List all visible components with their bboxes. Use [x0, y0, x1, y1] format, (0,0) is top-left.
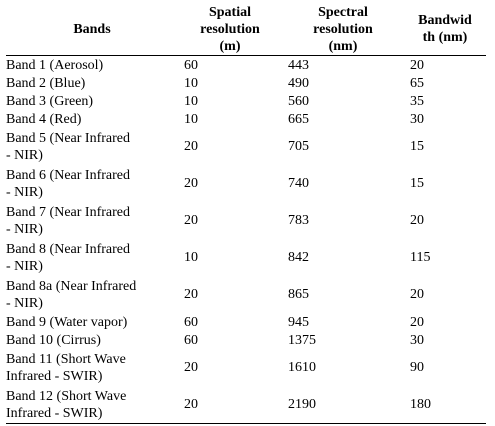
band-name-cell: Band 10 (Cirrus) — [6, 332, 101, 348]
table-row: Band 5 (Near Infrared - NIR) 20 705 15 — [6, 128, 486, 165]
spectral-resolution-cell: 842 — [288, 250, 309, 265]
spectral-resolution-cell: 740 — [288, 176, 309, 191]
bandwidth-cell: 20 — [410, 287, 424, 302]
spectral-resolution-cell: 665 — [288, 111, 309, 127]
band-name-cell: Band 6 (Near Infrared - NIR) — [6, 167, 130, 200]
table-row: Band 8 (Near Infrared - NIR) 10 842 115 — [6, 239, 486, 276]
band-name-cell: Band 7 (Near Infrared - NIR) — [6, 204, 130, 237]
spectral-resolution-cell: 945 — [288, 314, 309, 330]
header-bandwidth: Bandwid th (nm) — [404, 3, 486, 56]
spatial-resolution-cell: 60 — [184, 314, 198, 330]
spatial-resolution-cell: 60 — [184, 57, 198, 73]
spatial-resolution-cell: 20 — [184, 139, 198, 154]
bandwidth-cell: 30 — [410, 111, 424, 127]
spectral-resolution-cell: 2190 — [282, 386, 404, 424]
band-name-cell: Band 5 (Near Infrared - NIR) — [6, 130, 130, 163]
band-name-cell: Band 11 (Short Wave Infrared - SWIR) — [6, 351, 126, 384]
band-name-cell: Band 9 (Water vapor) — [6, 314, 128, 330]
table-row: Band 4 (Red) 10 665 30 — [6, 110, 486, 128]
band-name-cell: Band 3 (Green) — [6, 93, 94, 109]
bandwidth-cell: 15 — [410, 176, 424, 191]
spectral-resolution-cell: 705 — [288, 139, 309, 154]
band-name-cell: Band 2 (Blue) — [6, 75, 86, 91]
spatial-resolution-cell: 60 — [184, 332, 198, 348]
spectral-resolution-cell: 1375 — [288, 332, 316, 348]
band-name-cell: Band 8 (Near Infrared - NIR) — [6, 241, 130, 274]
bandwidth-cell: 115 — [410, 250, 431, 265]
band-name-cell: Band 1 (Aerosol) — [6, 57, 104, 73]
bandwidth-cell: 20 — [410, 57, 424, 73]
spatial-resolution-cell: 10 — [184, 75, 198, 91]
spatial-resolution-cell: 20 — [178, 386, 282, 424]
table-row: Band 6 (Near Infrared - NIR) 20 740 15 — [6, 165, 486, 202]
bandwidth-cell: 90 — [410, 360, 424, 375]
table-row: Band 8a (Near Infrared - NIR) 20 865 20 — [6, 276, 486, 313]
spatial-resolution-cell: 10 — [184, 93, 198, 109]
bandwidth-cell: 20 — [410, 213, 424, 228]
sentinel-bands-table: Bands Spatial resolution (m) Spectral resol… — [6, 3, 486, 424]
band-name-cell: Band 4 (Red) — [6, 111, 82, 127]
spatial-resolution-cell: 20 — [184, 287, 198, 302]
table-row: Band 3 (Green) 10 560 35 — [6, 92, 486, 110]
spectral-resolution-cell: 783 — [288, 213, 309, 228]
table-row: Band 12 (Short Wave Infrared - SWIR) 20 219… — [6, 386, 486, 424]
bandwidth-cell: 180 — [404, 386, 486, 424]
spectral-resolution-cell: 490 — [288, 75, 309, 91]
spectral-resolution-cell: 560 — [288, 93, 309, 109]
table-header: Bands Spatial resolution (m) Spectral resol… — [6, 3, 486, 56]
bandwidth-cell: 15 — [410, 139, 424, 154]
table-body: Band 1 (Aerosol) 60 443 20 Band 2 (Blue) 10 49… — [6, 56, 486, 424]
table-row: Band 10 (Cirrus) 60 1375 30 — [6, 331, 486, 349]
table-row: Band 11 (Short Wave Infrared - SWIR) 20 161… — [6, 349, 486, 386]
table-row: Band 2 (Blue) 10 490 65 — [6, 74, 486, 92]
header-row: Bands Spatial resolution (m) Spectral resol… — [6, 3, 486, 56]
bandwidth-cell: 30 — [410, 332, 424, 348]
table-row: Band 7 (Near Infrared - NIR) 20 783 20 — [6, 202, 486, 239]
header-spectral-resolution: Spectral resolution (nm) — [282, 3, 404, 56]
table-row: Band 1 (Aerosol) 60 443 20 — [6, 56, 486, 75]
spatial-resolution-cell: 20 — [184, 176, 198, 191]
spatial-resolution-cell: 10 — [184, 111, 198, 127]
band-name-cell: Band 8a (Near Infrared - NIR) — [6, 278, 137, 311]
spectral-resolution-cell: 443 — [288, 57, 309, 73]
spatial-resolution-cell: 10 — [184, 250, 198, 265]
bandwidth-cell: 20 — [410, 314, 424, 330]
header-spatial-resolution: Spatial resolution (m) — [178, 3, 282, 56]
band-name-cell: Band 12 (Short Wave Infrared - SWIR) — [6, 386, 178, 424]
table-row: Band 9 (Water vapor) 60 945 20 — [6, 313, 486, 331]
bandwidth-cell: 35 — [410, 93, 424, 109]
spectral-resolution-cell: 1610 — [288, 360, 316, 375]
bandwidth-cell: 65 — [410, 75, 424, 91]
header-bands: Bands — [6, 3, 178, 56]
spatial-resolution-cell: 20 — [184, 213, 198, 228]
spatial-resolution-cell: 20 — [184, 360, 198, 375]
spectral-resolution-cell: 865 — [288, 287, 309, 302]
